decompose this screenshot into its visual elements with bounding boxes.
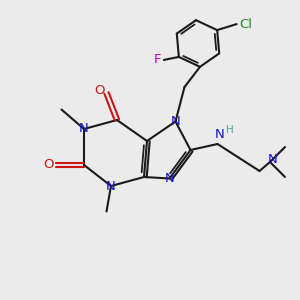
Text: N: N [106, 179, 116, 193]
Text: O: O [95, 83, 105, 97]
Text: O: O [44, 158, 54, 172]
Text: F: F [154, 53, 161, 66]
Text: N: N [171, 115, 180, 128]
Text: N: N [165, 172, 174, 185]
Text: N: N [215, 128, 225, 141]
Text: N: N [79, 122, 89, 136]
Text: Cl: Cl [239, 18, 252, 31]
Text: H: H [226, 124, 234, 135]
Text: N: N [268, 153, 277, 166]
